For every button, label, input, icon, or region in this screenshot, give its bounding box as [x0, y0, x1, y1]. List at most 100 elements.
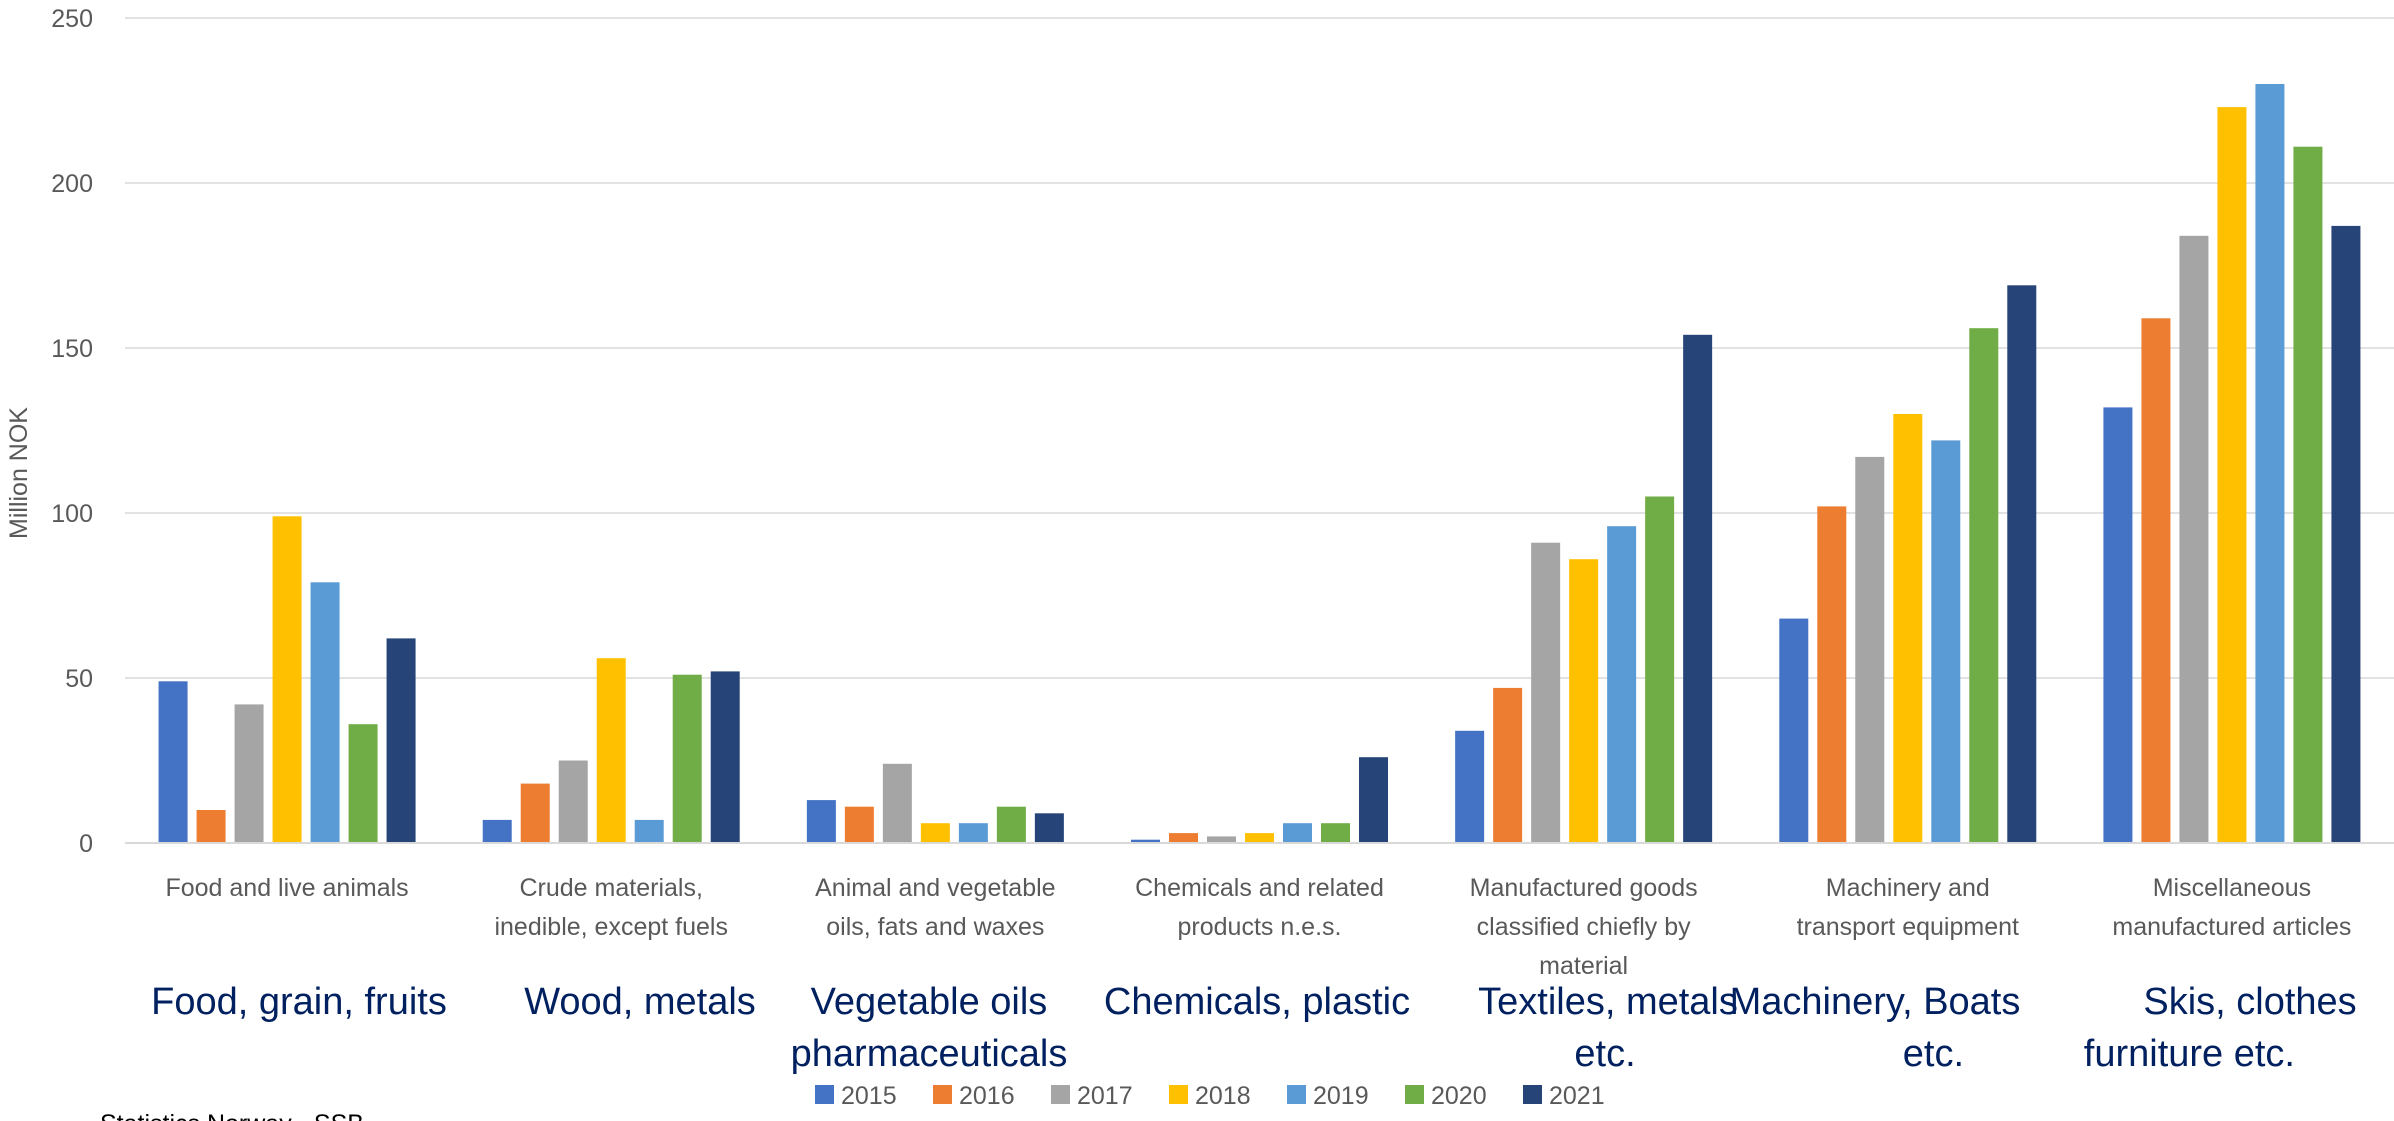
bar-2018-cat-2	[920, 823, 950, 843]
bar-2020-cat-3	[1321, 823, 1350, 843]
bar-2017-cat-2	[882, 763, 912, 843]
legend-swatch-2019	[1287, 1085, 1306, 1104]
bar-2015-cat-6	[2103, 407, 2133, 843]
bar-2018-cat-3	[1245, 833, 1274, 843]
category-annotation: pharmaceuticals	[791, 1033, 1068, 1075]
bar-2018-cat-5	[1893, 414, 1923, 843]
y-tick-label: 150	[51, 335, 93, 363]
bar-2019-cat-3	[1283, 823, 1312, 843]
legend-swatch-2018	[1169, 1085, 1188, 1104]
legend-label-2018: 2018	[1195, 1082, 1251, 1110]
category-labels: Food and live animals Crude materials, ine…	[165, 874, 2351, 980]
legend-swatch-2015	[815, 1085, 834, 1104]
y-tick-label: 200	[51, 170, 93, 198]
bar-2016-cat-2	[844, 806, 874, 843]
bars	[158, 84, 2361, 844]
category-label: Chemicals and related	[1135, 874, 1384, 902]
legend-swatch-2020	[1405, 1085, 1424, 1104]
bar-2021-cat-1	[710, 671, 740, 843]
category-label: Animal and vegetable	[815, 874, 1055, 902]
y-tick-label: 250	[51, 5, 93, 33]
bar-2019-cat-0	[310, 582, 340, 843]
bar-2015-cat-3	[1131, 839, 1160, 843]
bar-2017-cat-6	[2179, 235, 2209, 844]
bar-2017-cat-3	[1207, 836, 1236, 843]
bar-2021-cat-0	[386, 638, 416, 843]
legend: 2015 2016 2017 2018 2019 2020 2021	[815, 1082, 1605, 1110]
bar-2017-cat-1	[558, 760, 588, 843]
bar-2019-cat-5	[1931, 440, 1961, 843]
legend-label-2017: 2017	[1077, 1082, 1133, 1110]
bar-2015-cat-5	[1779, 618, 1809, 843]
y-tick-label: 100	[51, 500, 93, 528]
bar-2017-cat-0	[234, 704, 264, 843]
category-label: manufactured articles	[2112, 913, 2351, 941]
category-annotations: Food, grain, fruits Wood, metals Vegetable…	[151, 981, 2357, 1075]
category-label: products n.e.s.	[1178, 913, 1342, 941]
category-annotation: Vegetable oils	[811, 981, 1048, 1023]
bar-2016-cat-6	[2141, 318, 2171, 843]
category-label: transport equipment	[1797, 913, 2019, 941]
legend-swatch-2016	[933, 1085, 952, 1104]
bar-2015-cat-4	[1455, 730, 1485, 843]
category-annotation: etc.	[1903, 1033, 1964, 1075]
category-label: Machinery and	[1826, 874, 1990, 902]
category-label: Crude materials,	[520, 874, 703, 902]
legend-swatch-2017	[1051, 1085, 1070, 1104]
legend-label-2021: 2021	[1549, 1082, 1605, 1110]
category-annotation: etc.	[1574, 1033, 1635, 1075]
bar-2017-cat-4	[1531, 542, 1561, 843]
category-annotation: furniture etc.	[2084, 1033, 2295, 1075]
bar-2018-cat-0	[272, 516, 302, 843]
bar-2020-cat-2	[996, 806, 1026, 843]
bar-2017-cat-5	[1855, 456, 1885, 843]
category-label: inedible, except fuels	[494, 913, 727, 941]
legend-label-2015: 2015	[841, 1082, 897, 1110]
y-axis-ticks: 0 50 100 150 200 250	[51, 5, 93, 858]
bar-2018-cat-4	[1569, 559, 1599, 843]
bar-2018-cat-6	[2217, 107, 2247, 844]
bar-2015-cat-0	[158, 681, 188, 843]
bar-2021-cat-4	[1683, 334, 1713, 843]
category-annotation: Skis, clothes	[2143, 981, 2356, 1023]
category-annotation: Food, grain, fruits	[151, 981, 447, 1023]
bar-2020-cat-1	[672, 674, 702, 843]
bar-2016-cat-4	[1493, 687, 1523, 843]
bar-2019-cat-1	[634, 819, 664, 843]
bar-2015-cat-2	[806, 800, 836, 843]
category-label: Food and live animals	[165, 874, 408, 902]
category-annotation: Textiles, metals	[1478, 981, 1738, 1023]
bar-2020-cat-0	[348, 724, 378, 843]
bar-2015-cat-1	[482, 819, 512, 843]
bar-2021-cat-5	[2007, 285, 2037, 843]
bar-2020-cat-5	[1969, 328, 1999, 843]
y-tick-label: 50	[65, 665, 93, 693]
bar-2021-cat-6	[2331, 225, 2361, 843]
category-label: material	[1539, 952, 1628, 980]
bar-2021-cat-3	[1359, 757, 1388, 843]
bar-2016-cat-1	[520, 783, 550, 843]
y-tick-label: 0	[79, 830, 93, 858]
legend-label-2016: 2016	[959, 1082, 1015, 1110]
bar-2021-cat-2	[1034, 813, 1064, 843]
category-annotation: Wood, metals	[524, 981, 756, 1023]
legend-label-2020: 2020	[1431, 1082, 1487, 1110]
bar-2020-cat-4	[1645, 496, 1675, 843]
bar-2016-cat-5	[1817, 506, 1847, 843]
category-annotation: Chemicals, plastic	[1104, 981, 1410, 1023]
y-axis-label: Million NOK	[5, 407, 33, 539]
source-note: Statistics Norway - SSB	[100, 1110, 364, 1121]
category-label: Manufactured goods	[1470, 874, 1698, 902]
category-label: Miscellaneous	[2153, 874, 2311, 902]
bar-2016-cat-3	[1169, 833, 1198, 843]
legend-swatch-2021	[1523, 1085, 1542, 1104]
bar-2016-cat-0	[196, 810, 226, 843]
bar-2019-cat-4	[1607, 526, 1637, 843]
grid-lines	[125, 17, 2394, 679]
bar-2019-cat-2	[958, 823, 988, 843]
bar-2020-cat-6	[2293, 146, 2323, 843]
category-label: oils, fats and waxes	[826, 913, 1044, 941]
bar-2019-cat-6	[2255, 84, 2285, 843]
category-annotation: Machinery, Boats	[1730, 981, 2021, 1023]
